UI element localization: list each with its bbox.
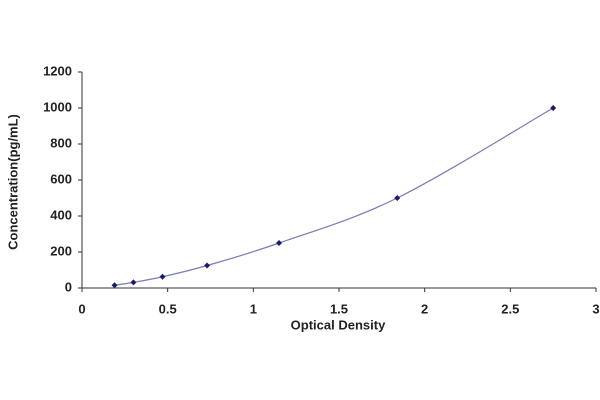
x-tick-label: 1.5 [330,301,348,316]
x-tick-label: 0.5 [159,301,177,316]
data-point [204,262,211,269]
y-tick-label: 600 [50,171,72,186]
data-point [111,282,118,289]
x-axis-label: Optical Density [291,317,386,332]
y-tick-label: 800 [50,135,72,150]
x-tick-label: 2 [421,301,428,316]
data-point [550,105,557,111]
x-tick-label: 1 [250,301,257,316]
x-tick-label: 2.5 [501,301,519,316]
y-tick-label: 0 [65,279,72,294]
fit-curve [114,107,554,286]
y-tick-label: 1000 [43,99,72,114]
y-tick-label: 200 [50,243,72,258]
data-point [159,273,166,280]
data-point [130,279,137,286]
data-point [276,240,283,246]
data-point [394,195,401,201]
y-axis-label: Concentration(pg/mL) [5,114,20,250]
y-tick-label: 1200 [43,63,72,78]
x-tick-label: 0 [78,301,85,316]
y-tick-label: 400 [50,207,72,222]
x-tick-label: 3 [592,301,599,316]
